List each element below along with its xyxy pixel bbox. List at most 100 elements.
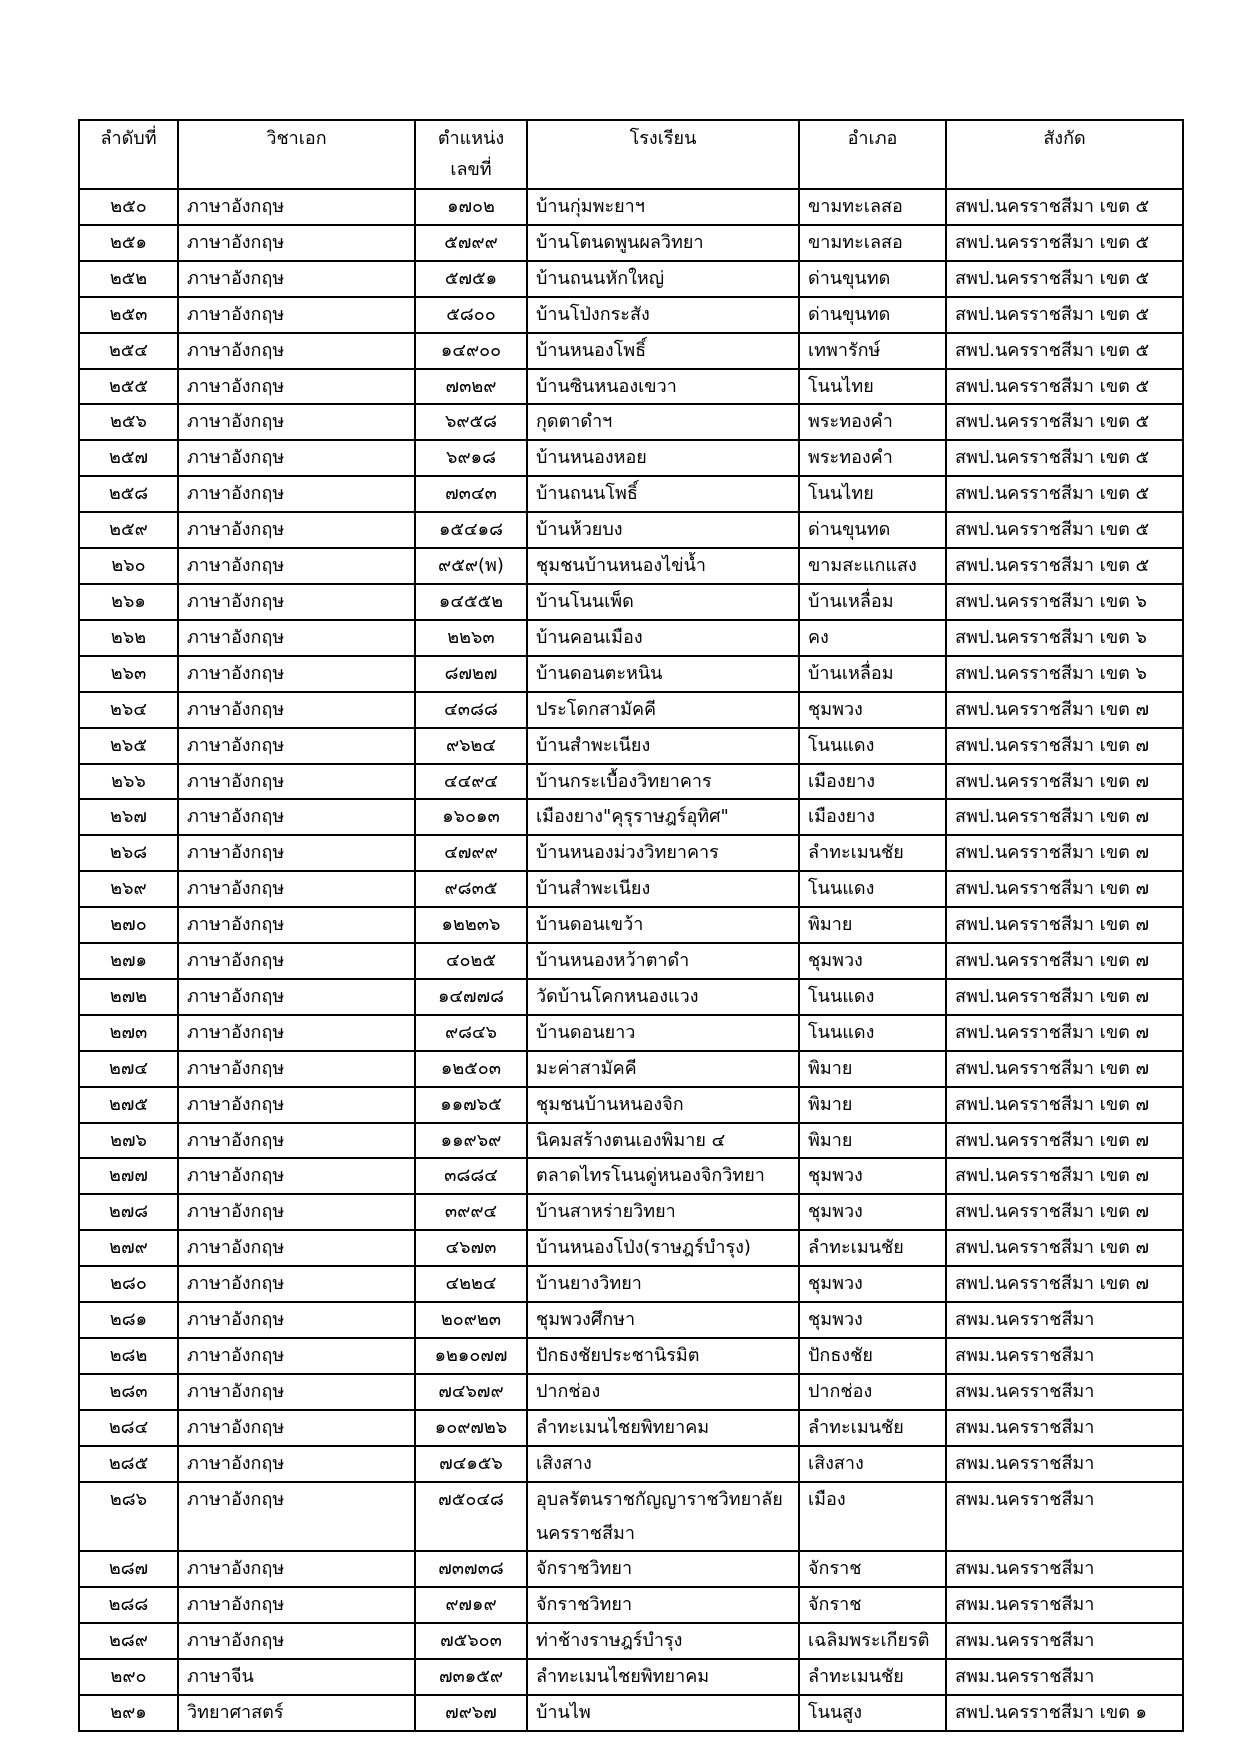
cell-school: ชุมชนบ้านหนองไข่น้ำ (526, 547, 800, 585)
cell-order: ๒๘๐ (78, 1265, 179, 1304)
cell-position-number: ๔๗๙๙ (414, 834, 528, 873)
table-row: ๒๘๔ ภาษาอังกฤษ ๑๐๙๗๒๖ ลำทะเมนไชยพิทยาคม ลำทะ… (78, 1408, 1184, 1447)
cell-position-number: ๔๖๗๓ (414, 1229, 528, 1268)
cell-order: ๒๘๘ (78, 1586, 179, 1625)
cell-district: โนนสูง (798, 1694, 947, 1732)
cell-position-number: ๒๒๖๓ (414, 618, 528, 657)
cell-affiliation: สพป.นครราชสีมา เขต ๑ (945, 1694, 1184, 1732)
cell-major: ภาษาอังกฤษ (177, 1229, 416, 1268)
cell-major: ภาษาอังกฤษ (177, 1301, 416, 1339)
header-district: อำเภอ (798, 119, 947, 190)
cell-position-number: ๗๓๑๕๙ (414, 1658, 528, 1697)
cell-affiliation: สพป.นครราชสีมา เขต ๕ (945, 403, 1184, 442)
cell-affiliation: สพป.นครราชสีมา เขต ๕ (945, 547, 1184, 585)
cell-order: ๒๘๙ (78, 1622, 179, 1661)
cell-major: ภาษาจีน (177, 1658, 416, 1697)
cell-position-number: ๓๙๙๔ (414, 1193, 528, 1232)
cell-major: ภาษาอังกฤษ (177, 977, 416, 1016)
cell-order: ๒๗๐ (78, 906, 179, 945)
cell-affiliation: สพป.นครราชสีมา เขต ๗ (945, 1013, 1184, 1052)
cell-school: บ้านไพ (526, 1694, 800, 1732)
cell-order: ๒๙๑ (78, 1694, 179, 1732)
cell-district: จักราช (798, 1550, 947, 1589)
table-row: ๒๗๗ ภาษาอังกฤษ ๓๘๘๔ ตลาดไทรโนนดู่หนองจิกวิท… (78, 1157, 1184, 1196)
cell-major: ภาษาอังกฤษ (177, 1444, 416, 1483)
cell-position-number: ๗๓๔๓ (414, 475, 528, 514)
cell-affiliation: สพป.นครราชสีมา เขต ๕ (945, 223, 1184, 262)
cell-district: เมืองยาง (798, 762, 947, 801)
cell-major: ภาษาอังกฤษ (177, 295, 416, 334)
cell-district: เฉลิมพระเกียรติ (798, 1622, 947, 1661)
cell-major: ภาษาอังกฤษ (177, 223, 416, 262)
cell-position-number: ๔๓๘๘ (414, 690, 528, 729)
cell-district: บ้านเหลื่อม (798, 582, 947, 621)
cell-position-number: ๗๕๖๐๓ (414, 1622, 528, 1661)
cell-district: ลำทะเมนชัย (798, 834, 947, 873)
cell-school: ตลาดไทรโนนดู่หนองจิกวิทยา (526, 1157, 800, 1196)
header-school: โรงเรียน (526, 119, 800, 190)
cell-affiliation: สพป.นครราชสีมา เขต ๖ (945, 654, 1184, 693)
cell-order: ๒๕๔ (78, 331, 179, 370)
cell-major: ภาษาอังกฤษ (177, 547, 416, 585)
cell-position-number: ๑๒๒๓๖ (414, 906, 528, 945)
cell-major: ภาษาอังกฤษ (177, 188, 416, 226)
cell-order: ๒๕๑ (78, 223, 179, 262)
cell-district: ชุมพวง (798, 1157, 947, 1196)
table-row: ๒๖๔ ภาษาอังกฤษ ๔๓๘๘ ประโดกสามัคคี ชุมพวง สพป.… (78, 690, 1184, 729)
cell-position-number: ๗๕๐๔๘ (414, 1480, 528, 1553)
cell-order: ๒๗๗ (78, 1157, 179, 1196)
header-affiliation: สังกัด (945, 119, 1184, 190)
cell-position-number: ๑๒๕๐๓ (414, 1049, 528, 1088)
table-row: ๒๘๑ ภาษาอังกฤษ ๒๐๙๒๓ ชุมพวงศึกษา ชุมพวง สพม.น… (78, 1301, 1184, 1339)
cell-school: บ้านถนนโพธิ์ (526, 475, 800, 514)
cell-affiliation: สพป.นครราชสีมา เขต ๕ (945, 259, 1184, 298)
cell-position-number: ๔๒๒๔ (414, 1265, 528, 1304)
cell-affiliation: สพม.นครราชสีมา (945, 1372, 1184, 1411)
cell-position-number: ๗๓๒๙ (414, 367, 528, 406)
cell-major: ภาษาอังกฤษ (177, 1013, 416, 1052)
cell-district: โนนไทย (798, 475, 947, 514)
cell-affiliation: สพป.นครราชสีมา เขต ๕ (945, 367, 1184, 406)
cell-position-number: ๖๙๕๘ (414, 403, 528, 442)
cell-affiliation: สพม.นครราชสีมา (945, 1301, 1184, 1339)
table-body: ๒๕๐ ภาษาอังกฤษ ๑๗๐๒ บ้านกุ่มพะยาฯ ขามทะเลสอส… (78, 188, 1184, 1732)
cell-order: ๒๗๖ (78, 1121, 179, 1160)
cell-order: ๒๕๗ (78, 439, 179, 478)
cell-affiliation: สพป.นครราชสีมา เขต ๗ (945, 906, 1184, 945)
cell-order: ๒๗๓ (78, 1013, 179, 1052)
cell-affiliation: สพป.นครราชสีมา เขต ๗ (945, 1193, 1184, 1232)
cell-district: ปากช่อง (798, 1372, 947, 1411)
cell-district: โนนแดง (798, 870, 947, 909)
cell-school: บ้านสาหร่ายวิทยา (526, 1193, 800, 1232)
table-row: ๒๖๕ ภาษาอังกฤษ ๙๖๒๔ บ้านสำพะเนียง โนนแดง สพป.… (78, 726, 1184, 765)
cell-order: ๒๗๑ (78, 942, 179, 980)
cell-school: นิคมสร้างตนเองพิมาย ๔ (526, 1121, 800, 1160)
cell-position-number: ๑๔๙๐๐ (414, 331, 528, 370)
table-row: ๒๗๓ ภาษาอังกฤษ ๙๘๔๖ บ้านดอนยาว โนนแดง สพป.นคร… (78, 1013, 1184, 1052)
cell-school: ปักธงชัยประชานิรมิต (526, 1337, 800, 1375)
cell-major: ภาษาอังกฤษ (177, 834, 416, 873)
cell-school: บ้านสำพะเนียง (526, 870, 800, 909)
cell-order: ๒๗๕ (78, 1085, 179, 1124)
table-row: ๒๕๙ ภาษาอังกฤษ ๑๕๔๑๘ บ้านห้วยบง ด่านขุนทด สพป… (78, 511, 1184, 550)
cell-major: ภาษาอังกฤษ (177, 1372, 416, 1411)
table-row: ๒๙๑ วิทยาศาสตร์ ๗๙๖๗ บ้านไพ โนนสูง สพป.นครราช… (78, 1694, 1184, 1732)
cell-district: ชุมพวง (798, 1265, 947, 1304)
cell-district: ด่านขุนทด (798, 511, 947, 550)
cell-affiliation: สพป.นครราชสีมา เขต ๗ (945, 834, 1184, 873)
cell-district: ชุมพวง (798, 690, 947, 729)
table-row: ๒๕๖ ภาษาอังกฤษ ๖๙๕๘ กุดตาดำฯ พระทองคำ สพป.นคร… (78, 403, 1184, 442)
cell-school: ประโดกสามัคคี (526, 690, 800, 729)
cell-affiliation: สพป.นครราชสีมา เขต ๗ (945, 1085, 1184, 1124)
cell-major: ภาษาอังกฤษ (177, 618, 416, 657)
cell-order: ๒๖๐ (78, 547, 179, 585)
cell-major: ภาษาอังกฤษ (177, 1408, 416, 1447)
cell-district: โนนแดง (798, 726, 947, 765)
cell-position-number: ๑๑๗๖๕ (414, 1085, 528, 1124)
table-row: ๒๖๑ ภาษาอังกฤษ ๑๔๕๕๒ บ้านโนนเพ็ด บ้านเหลื่อม… (78, 582, 1184, 621)
table-row: ๒๘๘ ภาษาอังกฤษ ๙๗๑๙ จักราชวิทยา จักราช สพม.นค… (78, 1586, 1184, 1625)
cell-major: ภาษาอังกฤษ (177, 690, 416, 729)
header-major: วิชาเอก (177, 119, 416, 190)
cell-district: โนนแดง (798, 1013, 947, 1052)
cell-order: ๒๗๘ (78, 1193, 179, 1232)
